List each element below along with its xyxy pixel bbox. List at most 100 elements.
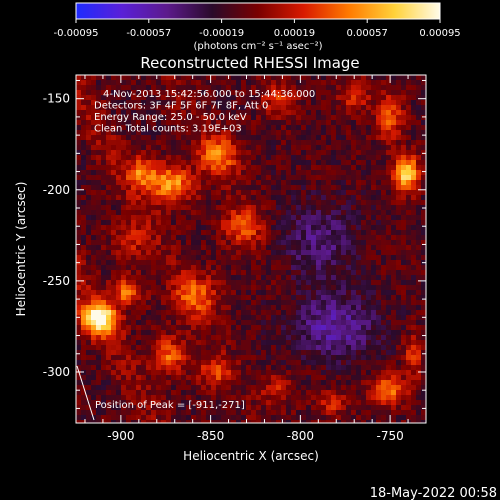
heatmap-cell [201, 120, 207, 126]
heatmap-cell [96, 415, 102, 421]
heatmap-cell [191, 325, 197, 331]
heatmap-cell [341, 115, 347, 121]
heatmap-cell [126, 375, 132, 381]
heatmap-cell [116, 205, 122, 211]
heatmap-cell [241, 225, 247, 231]
heatmap-cell [96, 185, 102, 191]
heatmap-cell [286, 345, 292, 351]
heatmap-cell [356, 275, 362, 281]
heatmap-cell [381, 205, 387, 211]
heatmap-cell [306, 250, 312, 256]
heatmap-cell [386, 275, 392, 281]
heatmap-cell [316, 395, 322, 401]
heatmap-cell [181, 310, 187, 316]
heatmap-cell [151, 170, 157, 176]
heatmap-cell [211, 390, 217, 396]
heatmap-cell [161, 230, 167, 236]
heatmap-cell [241, 390, 247, 396]
heatmap-cell [116, 365, 122, 371]
heatmap-cell [381, 255, 387, 261]
heatmap-cell [271, 305, 277, 311]
heatmap-cell [316, 185, 322, 191]
heatmap-cell [116, 420, 122, 424]
heatmap-cell [226, 195, 232, 201]
heatmap-cell [146, 250, 152, 256]
heatmap-cell [331, 270, 337, 276]
heatmap-cell [351, 165, 357, 171]
heatmap-cell [81, 260, 87, 266]
heatmap-cell [361, 160, 367, 166]
heatmap-cell [186, 390, 192, 396]
heatmap-cell [321, 335, 327, 341]
heatmap-cell [226, 325, 232, 331]
heatmap-cell [116, 140, 122, 146]
heatmap-cell [391, 340, 397, 346]
heatmap-cell [371, 375, 377, 381]
heatmap-cell [231, 75, 237, 81]
heatmap-cell [351, 160, 357, 166]
heatmap-cell [111, 305, 117, 311]
heatmap-cell [141, 295, 147, 301]
heatmap-cell [226, 300, 232, 306]
heatmap-cell [411, 380, 417, 386]
heatmap-cell [176, 190, 182, 196]
heatmap-cell [141, 370, 147, 376]
heatmap-cell [196, 260, 202, 266]
heatmap-cell [176, 195, 182, 201]
heatmap-cell [136, 170, 142, 176]
heatmap-cell [246, 135, 252, 141]
heatmap-cell [356, 160, 362, 166]
heatmap-cell [131, 360, 137, 366]
heatmap-cell [96, 75, 102, 81]
heatmap-cell [376, 150, 382, 156]
heatmap-cell [421, 230, 427, 236]
heatmap-cell [226, 155, 232, 161]
heatmap-cell [231, 365, 237, 371]
heatmap-cell [116, 165, 122, 171]
heatmap-cell [151, 165, 157, 171]
heatmap-cell [226, 230, 232, 236]
heatmap-cell [346, 155, 352, 161]
heatmap-cell [376, 165, 382, 171]
heatmap-cell [331, 255, 337, 261]
heatmap-cell [171, 290, 177, 296]
heatmap-cell [116, 170, 122, 176]
heatmap-cell [386, 320, 392, 326]
heatmap-cell [316, 285, 322, 291]
heatmap-cell [101, 85, 107, 91]
heatmap-cell [106, 305, 112, 311]
heatmap-cell [281, 265, 287, 271]
heatmap-cell [166, 330, 172, 336]
heatmap-cell [306, 270, 312, 276]
heatmap-cell [336, 345, 342, 351]
heatmap-cell [116, 265, 122, 271]
heatmap-cell [81, 360, 87, 366]
heatmap-cell [401, 110, 407, 116]
heatmap-cell [311, 320, 317, 326]
heatmap-cell [356, 270, 362, 276]
heatmap-cell [146, 350, 152, 356]
heatmap-cell [366, 410, 372, 416]
heatmap-cell [216, 165, 222, 171]
heatmap-cell [286, 115, 292, 121]
heatmap-cell [261, 335, 267, 341]
heatmap-cell [346, 375, 352, 381]
heatmap-cell [341, 180, 347, 186]
heatmap-cell [166, 210, 172, 216]
heatmap-cell [86, 80, 92, 86]
heatmap-cell [421, 365, 427, 371]
heatmap-cell [396, 410, 402, 416]
heatmap-cell [131, 225, 137, 231]
heatmap-cell [311, 245, 317, 251]
heatmap-cell [106, 140, 112, 146]
heatmap-cell [116, 210, 122, 216]
heatmap-cell [86, 115, 92, 121]
heatmap-cell [141, 75, 147, 81]
heatmap-cell [121, 175, 127, 181]
heatmap-cell [101, 165, 107, 171]
heatmap-cell [111, 110, 117, 116]
heatmap-cell [296, 150, 302, 156]
heatmap-cell [366, 175, 372, 181]
heatmap-cell [376, 320, 382, 326]
heatmap-cell [191, 165, 197, 171]
